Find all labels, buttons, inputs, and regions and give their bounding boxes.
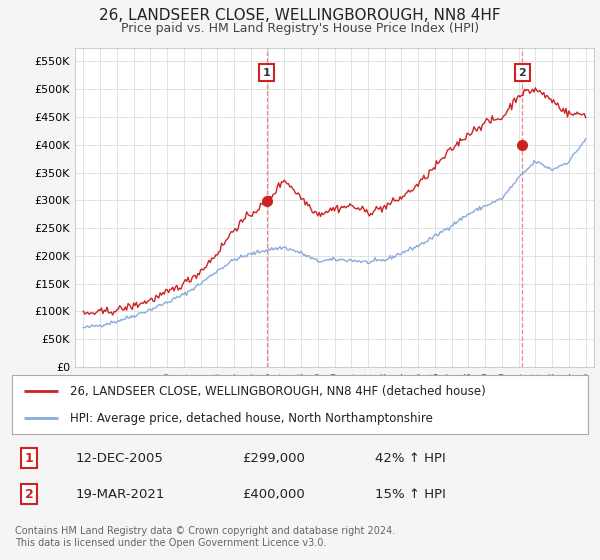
Text: Contains HM Land Registry data © Crown copyright and database right 2024.
This d: Contains HM Land Registry data © Crown c…: [15, 526, 395, 548]
Text: 12-DEC-2005: 12-DEC-2005: [76, 451, 163, 465]
Text: £400,000: £400,000: [242, 488, 305, 501]
Text: 2: 2: [518, 68, 526, 78]
Text: 26, LANDSEER CLOSE, WELLINGBOROUGH, NN8 4HF: 26, LANDSEER CLOSE, WELLINGBOROUGH, NN8 …: [99, 8, 501, 24]
Text: 1: 1: [25, 451, 34, 465]
Text: HPI: Average price, detached house, North Northamptonshire: HPI: Average price, detached house, Nort…: [70, 412, 433, 424]
Text: £299,000: £299,000: [242, 451, 305, 465]
Text: 19-MAR-2021: 19-MAR-2021: [76, 488, 165, 501]
Text: 1: 1: [263, 68, 271, 78]
Text: 15% ↑ HPI: 15% ↑ HPI: [375, 488, 446, 501]
Text: Price paid vs. HM Land Registry's House Price Index (HPI): Price paid vs. HM Land Registry's House …: [121, 22, 479, 35]
Text: 2: 2: [25, 488, 34, 501]
Text: 26, LANDSEER CLOSE, WELLINGBOROUGH, NN8 4HF (detached house): 26, LANDSEER CLOSE, WELLINGBOROUGH, NN8 …: [70, 385, 485, 398]
Text: 42% ↑ HPI: 42% ↑ HPI: [375, 451, 446, 465]
